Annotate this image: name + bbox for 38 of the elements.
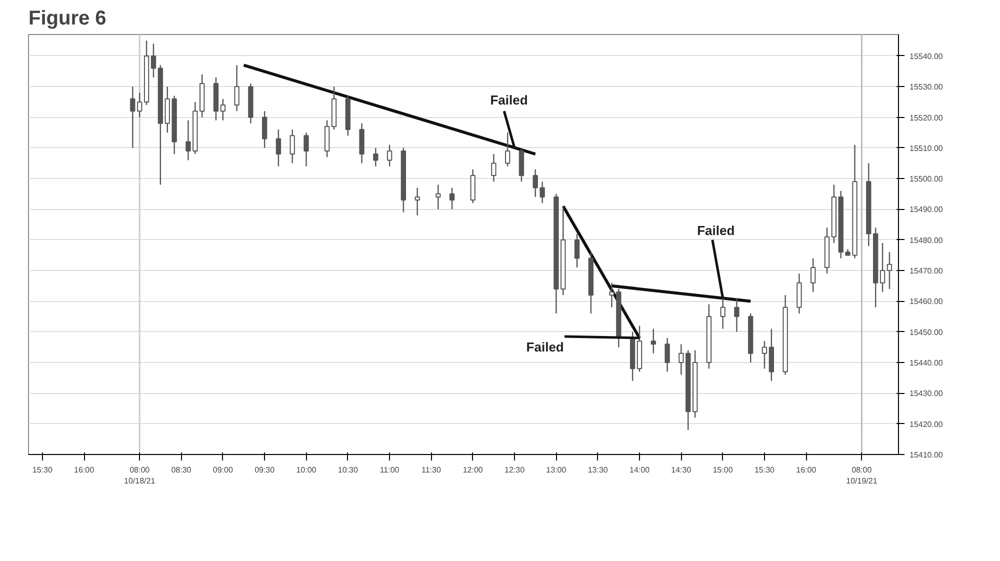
y-tick-label: 15510.00 <box>910 144 944 153</box>
y-tick-label: 15540.00 <box>910 52 944 61</box>
annotation: Failed <box>526 340 564 355</box>
annotation: Failed <box>490 92 528 108</box>
y-tick-label: 15460.00 <box>910 297 944 306</box>
y-tick-label: 15490.00 <box>910 205 944 214</box>
x-tick-label: 11:30 <box>422 466 442 474</box>
x-tick-label: 16:00 <box>796 466 817 474</box>
y-tick-label: 15420.00 <box>910 420 944 429</box>
y-tick-label: 15530.00 <box>910 82 944 92</box>
chart-title: Figure 6 <box>28 8 106 30</box>
x-tick-label: 10:30 <box>338 466 358 474</box>
x-tick-label: 14:00 <box>630 466 650 474</box>
y-tick-label: 15480.00 <box>910 236 944 245</box>
y-tick-label: 15470.00 <box>910 266 944 276</box>
x-tick-label: 10:00 <box>296 466 317 474</box>
x-tick-label: 09:30 <box>254 466 276 474</box>
x-tick-label: 15:00 <box>712 466 734 474</box>
y-tick-label: 15440.00 <box>910 358 944 368</box>
y-tick-label: 15410.00 <box>910 450 944 460</box>
x-tick-label: 14:30 <box>671 466 692 474</box>
y-tick-label: 15450.00 <box>910 328 944 337</box>
x-tick-label: 15:30 <box>32 466 53 474</box>
x-tick-label: 12:00 <box>462 466 484 474</box>
x-tick-label: 15:30 <box>754 466 776 474</box>
x-tick-label: 12:30 <box>504 466 526 474</box>
x-tick-label: 08:30 <box>171 466 192 474</box>
y-tick-label: 15430.00 <box>910 389 944 398</box>
x-tick-label: 09:00 <box>212 466 234 474</box>
x-tick-label: 08:00 10/19/21 <box>846 466 878 486</box>
x-tick-label: 13:30 <box>588 466 608 474</box>
y-tick-label: 15500.00 <box>910 174 944 184</box>
x-tick-label: 11:00 <box>380 466 400 474</box>
x-tick-label: 13:00 <box>546 466 567 474</box>
x-tick-label: 08:00 10/18/21 <box>124 466 156 486</box>
y-tick-label: 15520.00 <box>910 113 944 122</box>
annotation: Failed <box>697 223 735 238</box>
x-tick-label: 16:00 <box>74 466 95 474</box>
